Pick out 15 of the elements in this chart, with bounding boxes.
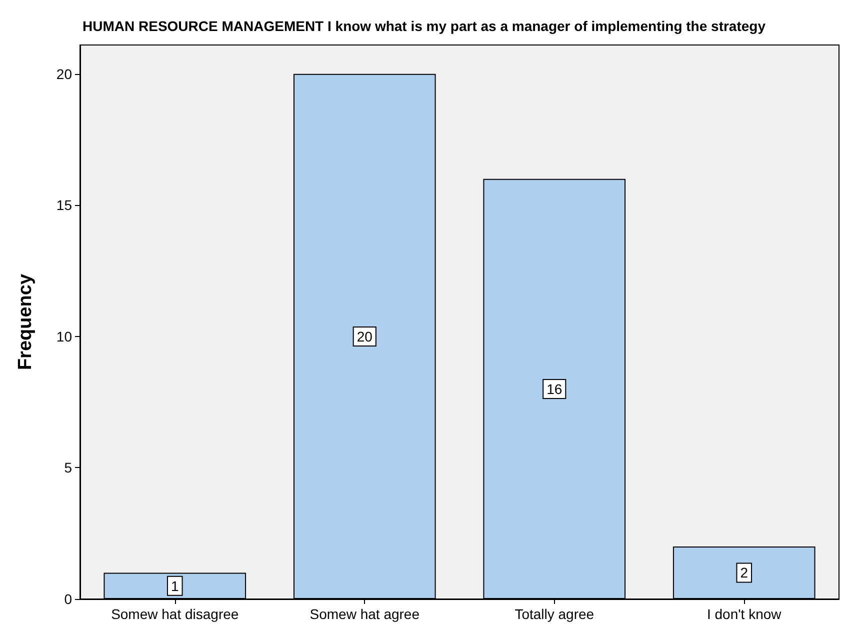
y-tick-label: 20 — [56, 66, 72, 82]
x-tick-label: Totally agree — [514, 606, 594, 622]
y-tick-label: 0 — [64, 591, 72, 607]
y-tick-label: 5 — [64, 460, 72, 476]
y-tick-label: 10 — [56, 328, 72, 344]
y-axis-title: Frequency — [15, 274, 36, 370]
y-tick-label: 15 — [56, 197, 72, 214]
data-label: 1 — [170, 578, 179, 594]
x-tick-label: Somew hat agree — [310, 606, 420, 622]
x-tick-label: I don't know — [706, 606, 782, 622]
x-tick-label: Somew hat disagree — [111, 606, 239, 622]
data-label: 20 — [356, 328, 373, 344]
data-label: 2 — [740, 564, 748, 581]
chart-title: HUMAN RESOURCE MANAGEMENT I know what is my part as a manager of implementing the strategy — [82, 18, 766, 34]
data-label: 16 — [546, 380, 562, 397]
